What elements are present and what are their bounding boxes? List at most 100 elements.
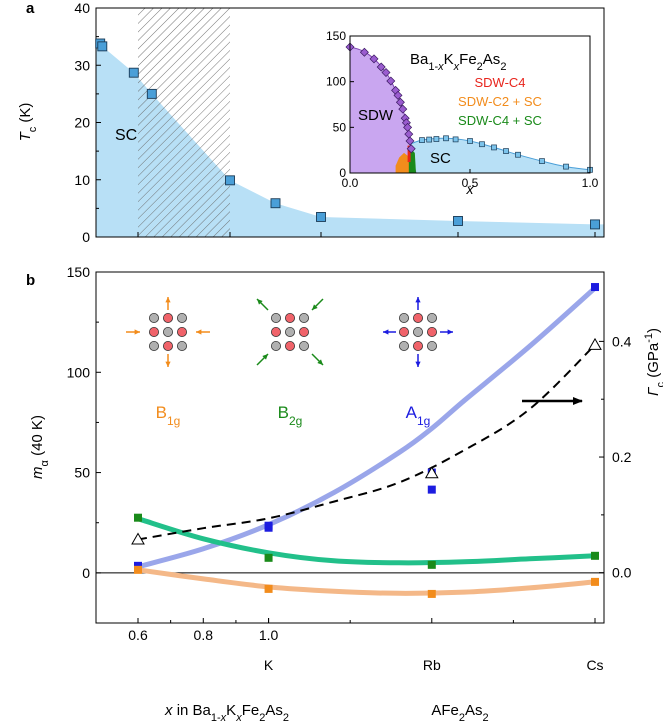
atom-as [298, 340, 309, 351]
panel-b-point-gamma [131, 532, 145, 545]
pattern-label-b1g-main: B [156, 403, 167, 422]
panel-b-point-a1g [264, 521, 273, 530]
right-ylabel-main: Γ [645, 386, 662, 396]
inset-xtick-label: 0.5 [462, 176, 479, 190]
mode-arrowhead [415, 297, 421, 303]
mode-arrowhead [134, 329, 140, 335]
pattern-label-b2g-main: B [278, 403, 289, 422]
panel-a-data-point [225, 175, 235, 186]
inset-sc-point [467, 138, 473, 144]
mode-arrowhead [165, 361, 171, 367]
mode-arrowhead [447, 329, 453, 335]
inset-sc-point [539, 158, 545, 164]
panel-a-ytick-label: 20 [74, 115, 90, 131]
panel-a-ytick-label: 40 [74, 0, 90, 16]
atom-fe [176, 326, 187, 337]
inset-sc-point [433, 136, 440, 142]
inset-sc-point [443, 135, 449, 142]
inset-xtick-label: 0.0 [342, 176, 359, 190]
atom-as [426, 340, 437, 351]
xlabel-right-sub2: 2 [459, 712, 465, 724]
panel-b-point-b1g [591, 577, 599, 586]
pattern-label-a1g-main: A [406, 403, 418, 422]
atom-as [162, 326, 173, 337]
xlabel-left-sub2: 2 [259, 712, 265, 724]
atom-as [270, 340, 281, 351]
panel-a-ylabel-main: T [17, 130, 34, 141]
panel-b-xlabel-doping: x in Ba1-xKxFe2As2 [164, 702, 289, 724]
panel-label-a: a [26, 0, 35, 17]
panel-b-ylabel-main: m [29, 466, 46, 479]
atom-fe [398, 326, 409, 337]
inset-legend-sdw-c4-sc: SDW-C4 + SC [458, 113, 542, 128]
panel-b-right-ytick-label: 0.2 [612, 449, 632, 465]
right-ylabel-sup: -1 [643, 333, 655, 343]
atom-fe [412, 312, 423, 323]
panel-b-point-b2g [427, 560, 436, 569]
atom-as [398, 312, 409, 323]
panel-b-ytick-label: 50 [74, 465, 90, 481]
mode-arrowhead [317, 359, 323, 365]
atom-fe [426, 326, 437, 337]
panel-b-xlabel-compound: AFe2As2 [431, 702, 488, 724]
inset-sc-point [515, 151, 521, 158]
panel-b-ytick-label: 0 [82, 565, 90, 581]
inset-ytick-label: 150 [326, 29, 346, 43]
inset-sc-point [452, 136, 459, 143]
pattern-icon-a1g [383, 297, 453, 367]
panel-a-data-point [590, 219, 600, 230]
inset-sdw-point [405, 136, 415, 146]
inset-sdw-point [395, 97, 405, 107]
xlabel-left-sub3: 2 [283, 712, 289, 724]
xlabel-left-as: As [265, 702, 283, 719]
inset-legend-sdw-c4: SDW-C4 [474, 75, 525, 90]
inset-sdw-point [359, 47, 369, 57]
atom-fe [284, 340, 295, 351]
panel-b-fit-curve-a1g [135, 285, 598, 570]
pattern-icon-b2g [256, 298, 324, 366]
panel-b-point-b2g [264, 553, 273, 562]
panel-a-ytick-label: 10 [74, 172, 90, 188]
atom-as [148, 340, 159, 351]
xlabel-right-afe: AFe [431, 702, 459, 719]
panel-b-point-a1g [591, 283, 599, 292]
mode-arrowhead [262, 354, 268, 360]
pattern-label-b1g-sub: 1g [167, 414, 180, 428]
panel-b-point-a1g [427, 485, 436, 494]
panel-b-xtick-label: 1.0 [259, 627, 279, 643]
panel-b-point-a1g [134, 561, 142, 570]
atom-fe [412, 340, 423, 351]
panel-b-point-gamma [588, 337, 602, 350]
pattern-label-b2g: B2g [278, 403, 303, 428]
atom-as [270, 312, 281, 323]
panel-a-ylabel-unit: (K) [17, 103, 34, 127]
panel-b-right-ytick-label: 0.4 [612, 333, 632, 349]
xlabel-left-k: K [226, 702, 236, 719]
panel-a-data-point [316, 212, 326, 222]
mode-arrowhead [165, 297, 171, 303]
xlabel-left-subx2: x [235, 712, 242, 724]
panel-a-data-point [97, 41, 108, 52]
inset-sdw-region [350, 47, 416, 173]
inset-sc-label: SC [430, 150, 451, 167]
inset-ytick-label: 50 [333, 120, 347, 134]
inset-ytick-label: 0 [339, 166, 346, 180]
atom-fe [284, 312, 295, 323]
atom-as [426, 312, 437, 323]
inset-sdw-point [393, 90, 403, 100]
panel-a-data-point [146, 88, 157, 99]
mode-arrowhead [383, 329, 389, 335]
atom-as [398, 340, 409, 351]
right-ylabel-sub: c [655, 381, 663, 387]
panel-b-right-ylabel: Γc (GPa-1) [643, 328, 663, 396]
inset-sc-point [563, 163, 569, 170]
inset-xtick-label: 1.0 [582, 176, 599, 190]
inset-title-sub2: 2 [477, 61, 483, 73]
atom-fe [162, 340, 173, 351]
inset-sc-dome [381, 138, 590, 173]
panel-b-point-b1g [134, 565, 142, 574]
inset-sdw-point [406, 144, 416, 154]
panel-b-point-b2g [134, 513, 142, 522]
